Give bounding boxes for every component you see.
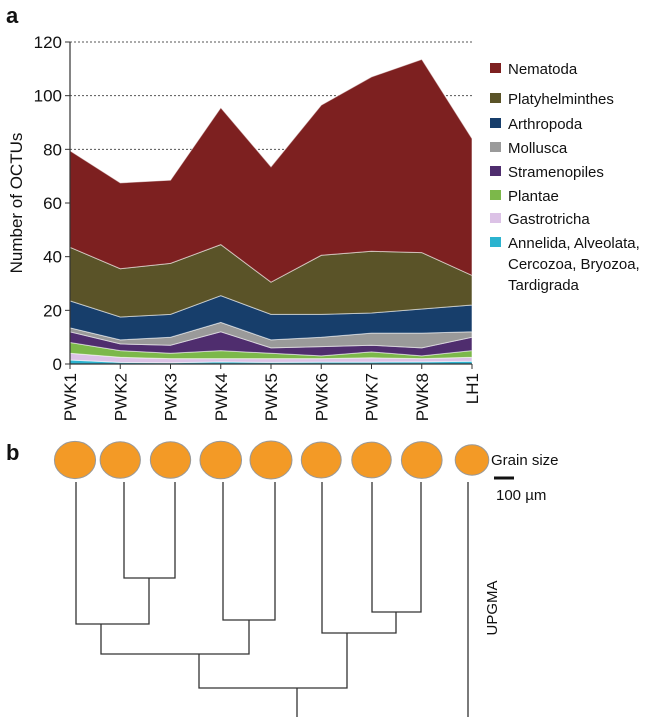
x-tick-label-pwk5: PWK5: [262, 373, 281, 421]
method-label: UPGMA: [484, 580, 501, 635]
x-tick-label-pwk6: PWK6: [312, 373, 331, 421]
legend-swatch-plantae: [490, 190, 501, 200]
area-nematoda: [69, 58, 473, 283]
y-tick-label: 20: [43, 301, 62, 320]
dendrogram-branch-pwk2-pwk3: [123, 482, 176, 579]
grain-size-dendrogram: Grain size 100 µm UPGMA: [53, 440, 559, 717]
x-tick-label-pwk2: PWK2: [111, 373, 130, 421]
legend-label: Arthropoda: [508, 116, 583, 133]
legend-label: Tardigrada: [508, 277, 580, 294]
x-ticks: PWK1 PWK2 PWK3 PWK4 PWK5 PWK6 PWK7 PWK8 LH1: [61, 364, 482, 421]
y-tick-label: 80: [43, 140, 62, 159]
area-series: [69, 58, 473, 365]
grain-circle-lh1: [454, 444, 490, 476]
scale-bar-label: 100 µm: [496, 487, 546, 504]
x-tick-label-pwk3: PWK3: [162, 373, 181, 421]
legend-label: Stramenopiles: [508, 164, 604, 181]
legend-label: Platyhelminthes: [508, 91, 614, 108]
legend-swatch-gastrotricha: [490, 213, 501, 223]
dendrogram-branch-pwk6-group: [321, 482, 397, 634]
grain-circle-pwk1: [53, 440, 97, 480]
legend-swatch-stramenopiles: [490, 166, 501, 176]
grain-circle-pwk5: [249, 440, 293, 480]
panel-b-label: b: [6, 440, 19, 465]
x-tick-label-pwk1: PWK1: [61, 373, 80, 421]
y-tick-label: 100: [34, 87, 62, 106]
legend-label: Mollusca: [508, 140, 568, 157]
x-tick-label-pwk4: PWK4: [212, 373, 231, 421]
grain-circle-pwk8: [400, 441, 443, 479]
grain-circle-pwk4: [199, 440, 243, 480]
y-tick-label: 120: [34, 33, 62, 52]
legend-swatch-platyhelminthes: [490, 93, 501, 103]
legend-swatch-arthropoda: [490, 118, 501, 128]
x-tick-label-pwk7: PWK7: [363, 373, 382, 421]
grain-circles: [53, 440, 490, 480]
legend-label: Cercozoa, Bryozoa,: [508, 256, 640, 273]
grain-circle-pwk6: [300, 441, 342, 479]
legend-label: Plantae: [508, 188, 559, 205]
legend: Nematoda Platyhelminthes Arthropoda Mollusc…: [490, 61, 640, 294]
legend-label: Gastrotricha: [508, 211, 590, 228]
y-tick-label: 0: [53, 355, 62, 374]
dendrogram-branch-left-cluster: [100, 620, 250, 655]
legend-swatch-nematoda: [490, 63, 501, 73]
legend-label: Nematoda: [508, 61, 578, 78]
grain-size-label: Grain size: [491, 452, 559, 469]
dendrogram-branch-pwk4-pwk5: [222, 482, 276, 621]
dendrogram-branch-pwk7-pwk8: [371, 482, 422, 613]
dendrogram-branch-root: [198, 633, 348, 689]
x-tick-label-pwk8: PWK8: [413, 373, 432, 421]
legend-label: Annelida, Alveolata,: [508, 235, 640, 252]
dendrogram-branch-pwk1-group: [75, 482, 150, 625]
x-tick-label-lh1: LH1: [463, 373, 482, 404]
gridlines: [70, 41, 472, 150]
legend-swatch-mollusca: [490, 142, 501, 152]
grain-circle-pwk7: [351, 441, 392, 479]
y-tick-label: 40: [43, 248, 62, 267]
upgma-dendrogram: [75, 482, 469, 717]
stacked-area-chart: 0 20 40 60 80 100 120 PWK1 PWK2 PWK3 PWK4 PWK5 PWK6…: [7, 33, 482, 421]
y-tick-label: 60: [43, 194, 62, 213]
y-axis-title: Number of OCTUs: [7, 133, 26, 274]
grain-circle-pwk2: [99, 441, 141, 479]
panel-a-label: a: [6, 3, 19, 28]
legend-swatch-annelida-alveolata-cercozoa-bryozoa-tardigrada: [490, 237, 501, 247]
grain-circle-pwk3: [149, 441, 192, 479]
y-ticks: 0 20 40 60 80 100 120: [34, 33, 70, 374]
